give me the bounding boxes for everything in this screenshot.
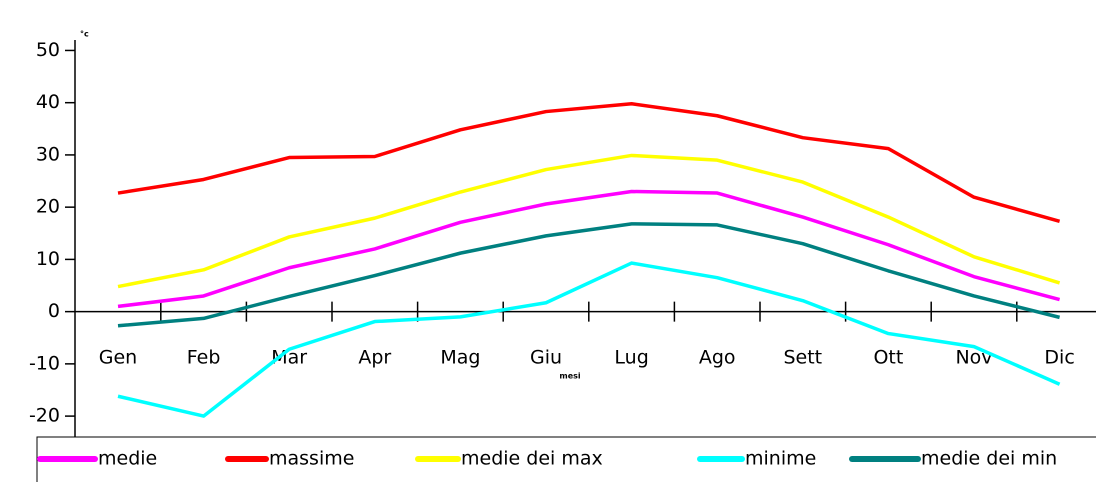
legend-label: minime (745, 448, 816, 470)
series-line (117, 261, 1061, 418)
y-tick-label: 40 (36, 91, 60, 113)
y-tick-label: 30 (36, 143, 60, 165)
legend-label: medie dei max (461, 448, 603, 470)
x-axis-label: mesi (559, 372, 581, 381)
y-tick-label: -20 (29, 405, 60, 427)
x-tick-label: Dic (1044, 347, 1074, 369)
x-tick-label: Ott (873, 347, 903, 369)
y-tick-label: -10 (29, 352, 60, 374)
x-tick-label: Giu (530, 347, 562, 369)
series-line (117, 189, 1061, 309)
x-tick-label: Lug (614, 347, 648, 369)
x-tick-label: Feb (187, 347, 221, 369)
x-tick-label: Sett (783, 347, 822, 369)
y-tick-label: 0 (48, 300, 60, 322)
x-tick-label: Mar (271, 347, 307, 369)
y-unit: °c (80, 30, 89, 39)
legend-label: medie (98, 448, 157, 470)
x-tick-label: Nov (955, 347, 992, 369)
legend-label: massime (269, 448, 354, 470)
x-tick-label: Apr (358, 347, 391, 369)
series-line (117, 101, 1061, 223)
x-tick-label: Mag (440, 347, 480, 369)
y-tick-label: 20 (36, 196, 60, 218)
x-tick-label: Ago (699, 347, 736, 369)
y-tick-label: 50 (36, 39, 60, 61)
series-line (117, 222, 1061, 328)
legend-label: medie dei min (921, 448, 1057, 470)
y-tick-label: 10 (36, 248, 60, 270)
x-tick-label: Gen (99, 347, 137, 369)
series-line (117, 153, 1061, 289)
